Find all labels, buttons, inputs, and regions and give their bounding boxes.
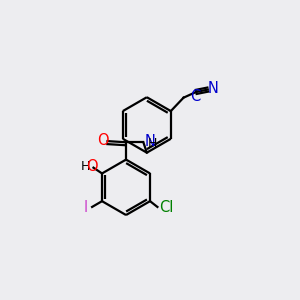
Text: O: O bbox=[86, 159, 98, 174]
Text: N: N bbox=[207, 81, 218, 96]
Text: I: I bbox=[84, 200, 88, 215]
Text: H: H bbox=[80, 160, 90, 173]
Text: C: C bbox=[190, 88, 201, 104]
Text: Cl: Cl bbox=[159, 200, 173, 215]
Text: H: H bbox=[147, 137, 157, 150]
Text: O: O bbox=[97, 133, 108, 148]
Text: N: N bbox=[144, 134, 155, 149]
